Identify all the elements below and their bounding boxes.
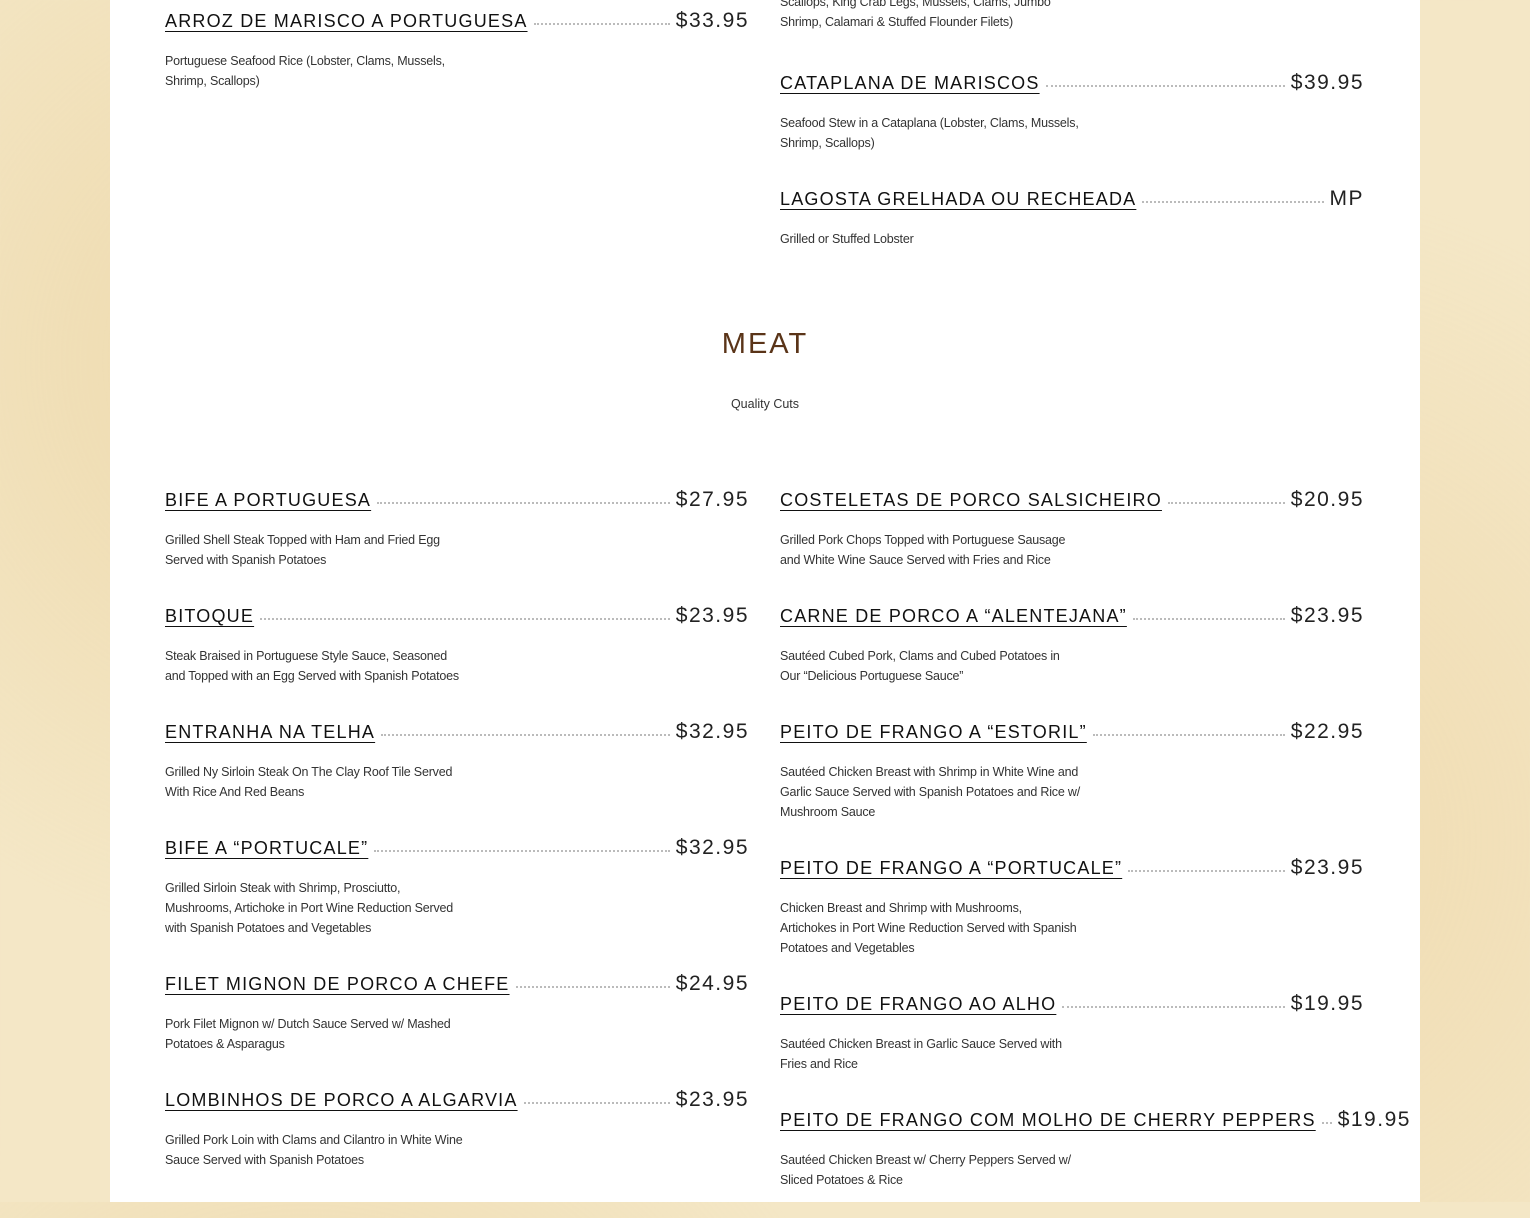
menu-item-name-link[interactable]: Bife a “Portucale” xyxy=(165,837,369,858)
menu-item-name-link[interactable]: Bitoque xyxy=(165,605,255,626)
menu-item-price: $19.95 xyxy=(1337,1108,1411,1131)
menu-item-description: Chicken Breast and Shrimp with Mushrooms… xyxy=(780,901,1077,955)
menu-item: Filet Mignon de Porco a Chefe $24.95 Por… xyxy=(165,966,749,1054)
menu-item: Bitoque $23.95 Steak Braised in Portugue… xyxy=(165,598,749,686)
menu-item: Costeletas de Porco Salsicheiro $20.95 G… xyxy=(780,482,1364,570)
menu-item-price: $20.95 xyxy=(1290,488,1364,511)
menu-item: Entranha na Telha $32.95 Grilled Ny Sirl… xyxy=(165,714,749,802)
menu-item: Lombinhos de Porco a Algarvia $23.95 Gri… xyxy=(165,1082,749,1170)
dotted-leader xyxy=(1062,1006,1285,1008)
menu-item: Peito de Frango com Molho de Cherry Pepp… xyxy=(780,1102,1409,1190)
menu-item-header: Arroz de Marisco a Portuguesa $33.95 xyxy=(165,3,749,39)
menu-item: Cataplana de Mariscos $39.95 Seafood Ste… xyxy=(780,65,1364,153)
menu-item-header: Peito de Frango com Molho de Cherry Pepp… xyxy=(780,1102,1409,1138)
menu-item-price: $23.95 xyxy=(675,1088,749,1111)
dotted-leader xyxy=(515,986,670,988)
dotted-leader xyxy=(523,1102,670,1104)
menu-item-price: $22.95 xyxy=(1290,720,1364,743)
menu-item: Bife a Portuguesa $27.95 Grilled Shell S… xyxy=(165,482,749,570)
menu-item: Lagosta Grelhada ou Recheada MP Grilled … xyxy=(780,181,1364,249)
menu-item-description: Grilled Shell Steak Topped with Ham and … xyxy=(165,533,440,567)
menu-item-description: Grilled Pork Loin with Clams and Cilantr… xyxy=(165,1133,463,1167)
menu-item-price: MP xyxy=(1329,187,1364,210)
menu-item: Peito de Frango ao Alho $19.95 Sautéed C… xyxy=(780,986,1364,1074)
menu-item-name-link[interactable]: Costeletas de Porco Salsicheiro xyxy=(780,489,1162,510)
seafood-left-column: Arroz de Marisco a Portuguesa $33.95 Por… xyxy=(165,3,749,119)
menu-item-description: Sautéed Chicken Breast with Shrimp in Wh… xyxy=(780,765,1080,819)
menu-item: Peito de Frango a “Estoril” $22.95 Sauté… xyxy=(780,714,1364,822)
menu-item-description: Pork Filet Mignon w/ Dutch Sauce Served … xyxy=(165,1017,451,1051)
menu-item-price: $19.95 xyxy=(1290,992,1364,1015)
dotted-leader xyxy=(381,734,670,736)
dotted-leader xyxy=(260,618,670,620)
menu-item-description: Portuguese Seafood Rice (Lobster, Clams,… xyxy=(165,54,445,88)
menu-item: Arroz de Marisco a Portuguesa $33.95 Por… xyxy=(165,3,749,91)
menu-item-description: Seafood Stew in a Cataplana (Lobster, Cl… xyxy=(780,116,1079,150)
menu-item-price: $23.95 xyxy=(675,604,749,627)
menu-item-price: $24.95 xyxy=(675,972,749,995)
menu-item-price: $23.95 xyxy=(1290,856,1364,879)
menu-item-description: Grilled or Stuffed Lobster xyxy=(780,232,914,246)
menu-item-name-link[interactable]: Bife a Portuguesa xyxy=(165,489,372,510)
menu-item-description: Grilled Sirloin Steak with Shrimp, Prosc… xyxy=(165,881,454,935)
menu-item-name-link[interactable]: Lombinhos de Porco a Algarvia xyxy=(165,1089,518,1110)
menu-item-header: Peito de Frango a “Estoril” $22.95 xyxy=(780,714,1364,750)
menu-item-description: Grilled Ny Sirloin Steak On The Clay Roo… xyxy=(165,765,453,799)
menu-item-price: $27.95 xyxy=(675,488,749,511)
menu-item-name-link[interactable]: Peito de Frango ao Alho xyxy=(780,993,1057,1014)
menu-item-name-link[interactable]: Peito de Frango a “Portucale” xyxy=(780,857,1123,878)
menu-item: Bife a “Portucale” $32.95 Grilled Sirloi… xyxy=(165,830,749,938)
menu-item-name-link[interactable]: Peito de Frango a “Estoril” xyxy=(780,721,1087,742)
menu-item-description: Sautéed Chicken Breast w/ Cherry Peppers… xyxy=(780,1153,1071,1187)
menu-item-name-link[interactable]: Filet Mignon de Porco a Chefe xyxy=(165,973,510,994)
dotted-leader xyxy=(374,850,670,852)
dotted-leader xyxy=(377,502,670,504)
section-title: MEAT xyxy=(721,328,809,360)
menu-item: Peito de Frango a “Portucale” $23.95 Chi… xyxy=(780,850,1364,958)
menu-item-header: Costeletas de Porco Salsicheiro $20.95 xyxy=(780,482,1364,518)
menu-item-header: Carne de Porco a “Alentejana” $23.95 xyxy=(780,598,1364,634)
dotted-leader xyxy=(1142,201,1324,203)
meat-right-column: Costeletas de Porco Salsicheiro $20.95 G… xyxy=(780,482,1409,1218)
menu-item-name-link[interactable]: Cataplana de Mariscos xyxy=(780,72,1040,93)
dotted-leader xyxy=(1132,618,1285,620)
menu-item-header: Peito de Frango ao Alho $19.95 xyxy=(780,986,1364,1022)
dotted-leader xyxy=(1128,870,1285,872)
menu-item-header: Filet Mignon de Porco a Chefe $24.95 xyxy=(165,966,749,1002)
menu-item-price: $32.95 xyxy=(675,720,749,743)
menu-item-header: Cataplana de Mariscos $39.95 xyxy=(780,65,1364,101)
seafood-right-column: Scallops, King Crab Legs, Mussels, Clams… xyxy=(780,0,1364,277)
menu-item-header: Peito de Frango a “Portucale” $23.95 xyxy=(780,850,1364,886)
meat-left-column: Bife a Portuguesa $27.95 Grilled Shell S… xyxy=(165,482,749,1198)
menu-item-price: $32.95 xyxy=(675,836,749,859)
menu-item-price: $39.95 xyxy=(1290,71,1364,94)
dotted-leader xyxy=(1167,502,1285,504)
menu-item-header: Lagosta Grelhada ou Recheada MP xyxy=(780,181,1364,217)
section-subtitle: Quality Cuts xyxy=(730,397,800,411)
menu-item: Carne de Porco a “Alentejana” $23.95 Sau… xyxy=(780,598,1364,686)
menu-item-name-link[interactable]: Carne de Porco a “Alentejana” xyxy=(780,605,1127,626)
menu-item-name-link[interactable]: Arroz de Marisco a Portuguesa xyxy=(165,10,528,31)
dotted-leader xyxy=(1321,1122,1332,1124)
menu-item-header: Bife a “Portucale” $32.95 xyxy=(165,830,749,866)
menu-item-header: Bitoque $23.95 xyxy=(165,598,749,634)
dotted-leader xyxy=(1092,734,1285,736)
menu-card: Arroz de Marisco a Portuguesa $33.95 Por… xyxy=(110,0,1420,1202)
menu-item-description: Grilled Pork Chops Topped with Portugues… xyxy=(780,533,1066,567)
menu-item-name-link[interactable]: Lagosta Grelhada ou Recheada xyxy=(780,188,1137,209)
menu-item-name-link[interactable]: Peito de Frango com Molho de Cherry Pepp… xyxy=(780,1109,1316,1130)
menu-item-header: Entranha na Telha $32.95 xyxy=(165,714,749,750)
menu-item-description: Scallops, King Crab Legs, Mussels, Clams… xyxy=(780,0,1051,29)
dotted-leader xyxy=(1045,85,1285,87)
menu-item-description: Sautéed Cubed Pork, Clams and Cubed Pota… xyxy=(780,649,1060,683)
dotted-leader xyxy=(533,23,670,25)
menu-item-header: Bife a Portuguesa $27.95 xyxy=(165,482,749,518)
menu-item-description: Sautéed Chicken Breast in Garlic Sauce S… xyxy=(780,1037,1062,1071)
menu-item-price: $33.95 xyxy=(675,9,749,32)
menu-item-description: Steak Braised in Portuguese Style Sauce,… xyxy=(165,649,459,683)
menu-item-header: Lombinhos de Porco a Algarvia $23.95 xyxy=(165,1082,749,1118)
menu-item-price: $23.95 xyxy=(1290,604,1364,627)
menu-item-name-link[interactable]: Entranha na Telha xyxy=(165,721,376,742)
